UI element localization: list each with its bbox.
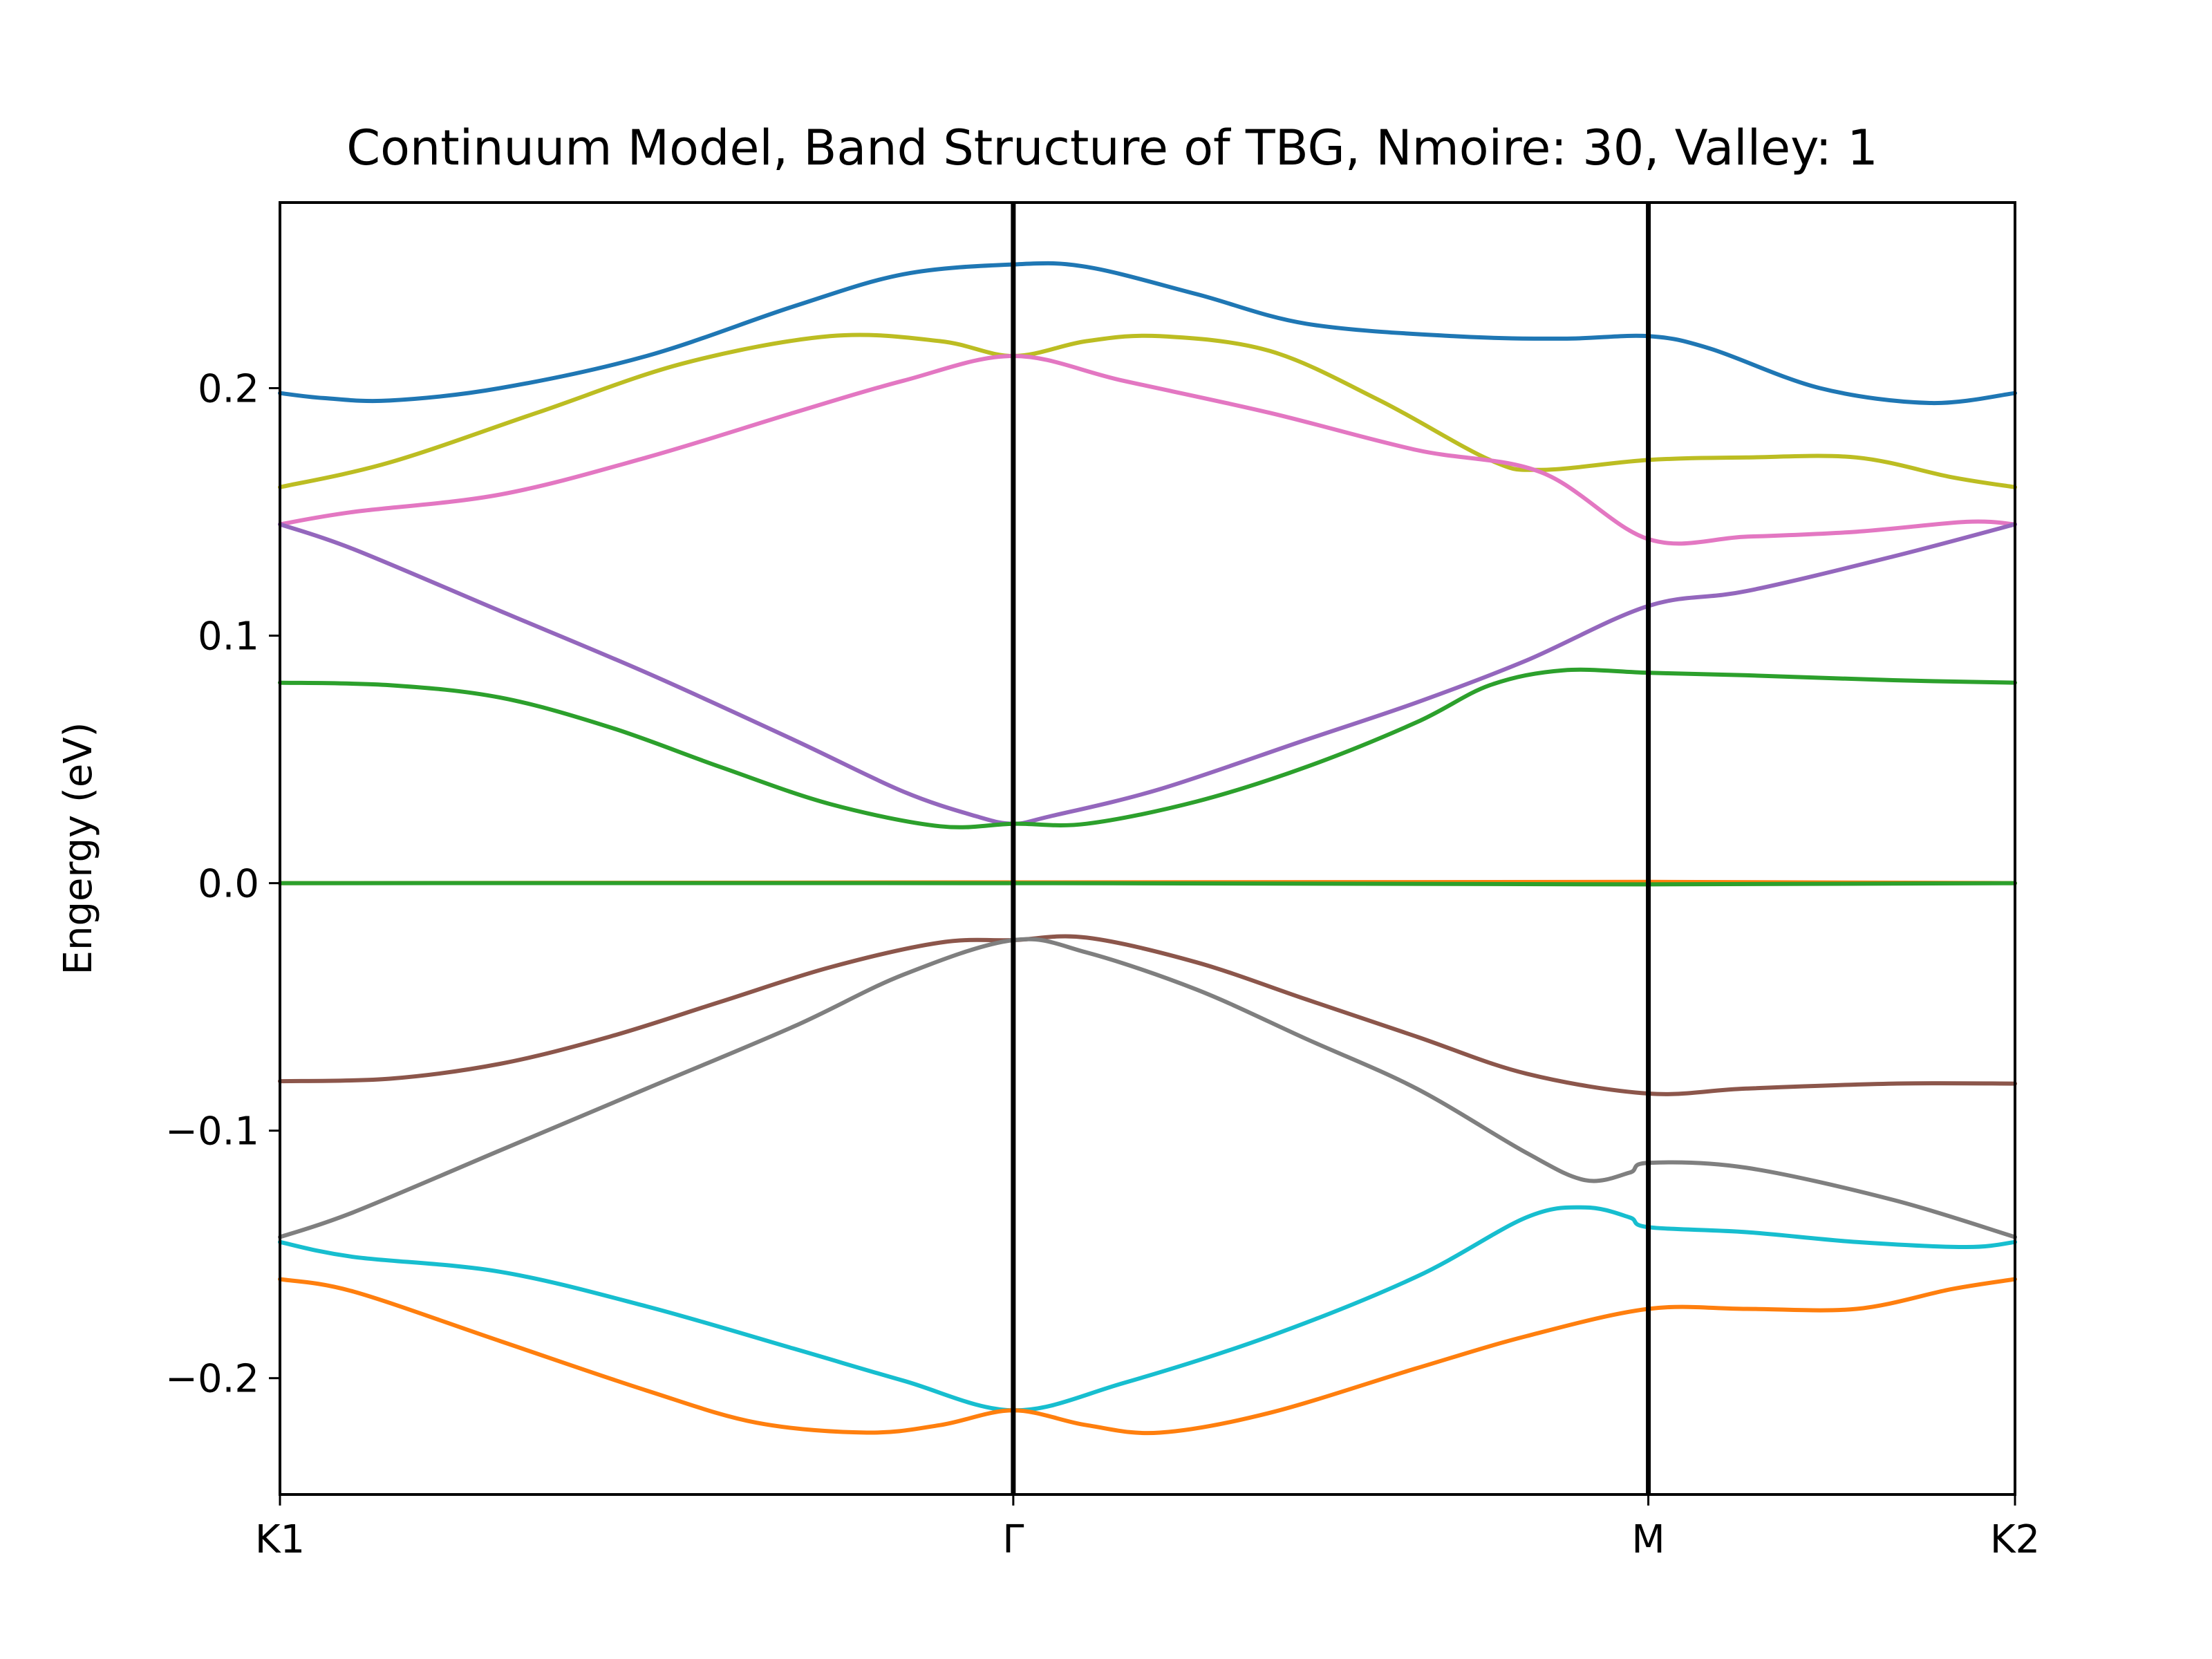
band-line-4 xyxy=(278,522,2017,826)
x-tick-label: M xyxy=(1631,1517,1665,1562)
band-line-5 xyxy=(278,667,2017,830)
y-tick-label: −0.1 xyxy=(165,1109,259,1154)
y-ticks: 0.2 0.1 0.0 −0.1 −0.2 xyxy=(165,367,280,1402)
x-ticks: K1 Γ M K2 xyxy=(255,1494,2040,1562)
band-line-9 xyxy=(278,937,2017,1239)
x-tick-label: K1 xyxy=(255,1517,305,1562)
band-lines xyxy=(278,261,2017,1436)
chart-title: Continuum Model, Band Structure of TBG, … xyxy=(346,120,1878,176)
plot-frame xyxy=(279,201,2016,1496)
y-axis-label: Engergy (eV) xyxy=(56,722,101,975)
band-line-11 xyxy=(278,1277,2017,1436)
band-line-3 xyxy=(278,354,2017,546)
band-line-8 xyxy=(278,934,2017,1096)
x-tick-label: K2 xyxy=(1990,1517,2040,1562)
y-tick-label: −0.2 xyxy=(165,1357,259,1402)
high-symmetry-lines xyxy=(1011,203,1651,1494)
band-line-7 xyxy=(278,881,2017,887)
band-line-1 xyxy=(278,261,2017,406)
x-tick-label: Γ xyxy=(1002,1517,1024,1562)
y-tick-label: 0.1 xyxy=(198,615,259,659)
y-tick-label: 0.2 xyxy=(198,367,259,412)
band-line-10 xyxy=(278,1205,2017,1413)
y-tick-label: 0.0 xyxy=(198,862,259,907)
band-line-2 xyxy=(278,332,2017,489)
